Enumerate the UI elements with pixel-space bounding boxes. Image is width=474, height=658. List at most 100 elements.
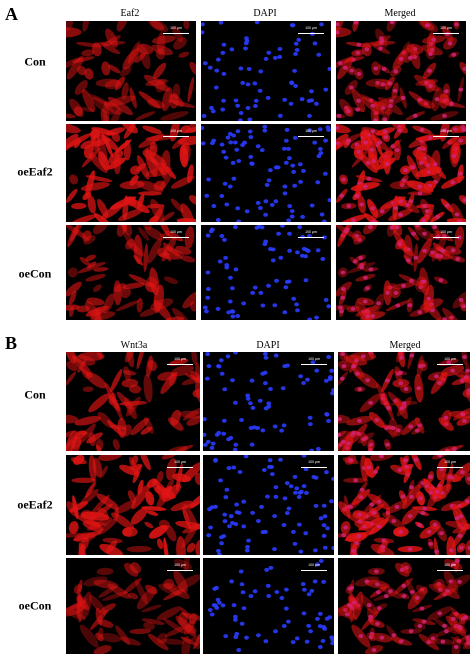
scale-bar-line bbox=[437, 570, 463, 571]
scale-bar-label: 100 μm bbox=[444, 460, 456, 464]
scale-bar: 100 μm bbox=[163, 230, 189, 238]
fluorescence-texture bbox=[66, 225, 196, 320]
fluorescence-texture bbox=[201, 124, 331, 222]
scale-bar: 100 μm bbox=[163, 26, 189, 34]
fluorescence-texture bbox=[338, 558, 470, 654]
micrograph-merged-oecon-b: 100 μm bbox=[338, 558, 470, 654]
micrograph-wnt3a-oecon: 100 μm bbox=[66, 558, 200, 654]
micrograph-merged-oeeaf2-b: 100 μm bbox=[338, 455, 470, 555]
scale-bar-line bbox=[301, 467, 327, 468]
scale-bar: 100 μm bbox=[437, 460, 463, 468]
scale-bar-label: 100 μm bbox=[174, 357, 186, 361]
row-label-oeeaf2-a: oeEaf2 bbox=[17, 164, 53, 179]
scale-bar-label: 100 μm bbox=[305, 129, 317, 133]
scale-bar: 100 μm bbox=[301, 357, 327, 365]
scale-bar-label: 100 μm bbox=[308, 563, 320, 567]
row-label-con-b: Con bbox=[24, 387, 46, 402]
scale-bar-label: 100 μm bbox=[444, 563, 456, 567]
fluorescence-texture bbox=[66, 124, 196, 222]
micrograph-wnt3a-con: 100 μm bbox=[66, 352, 200, 451]
fluorescence-texture bbox=[66, 558, 200, 654]
scale-bar-label: 100 μm bbox=[444, 357, 456, 361]
column-header-wnt3a: Wnt3a bbox=[120, 340, 148, 351]
fluorescence-texture bbox=[203, 455, 334, 555]
scale-bar-line bbox=[301, 570, 327, 571]
micrograph-dapi-oecon-b: 100 μm bbox=[203, 558, 334, 654]
scale-bar-label: 100 μm bbox=[174, 460, 186, 464]
scale-bar: 100 μm bbox=[163, 129, 189, 137]
scale-bar: 100 μm bbox=[298, 129, 324, 137]
micrograph-merged-oecon-a: 100 μm bbox=[336, 225, 466, 320]
scale-bar-line bbox=[298, 136, 324, 137]
scale-bar-label: 100 μm bbox=[170, 129, 182, 133]
micrograph-eaf2-oecon: 100 μm bbox=[66, 225, 196, 320]
scale-bar-line bbox=[163, 237, 189, 238]
scale-bar: 100 μm bbox=[167, 563, 193, 571]
scale-bar: 100 μm bbox=[433, 129, 459, 137]
scale-bar-line bbox=[433, 136, 459, 137]
scale-bar-line bbox=[163, 33, 189, 34]
fluorescence-texture bbox=[338, 455, 470, 555]
micrograph-merged-con-a: 100 μm bbox=[336, 21, 466, 121]
scale-bar-line bbox=[437, 467, 463, 468]
column-header-merged-b: Merged bbox=[389, 340, 421, 351]
micrograph-merged-oeeaf2-a: 100 μm bbox=[336, 124, 466, 222]
scale-bar-label: 100 μm bbox=[174, 563, 186, 567]
row-label-con-a: Con bbox=[24, 54, 46, 69]
fluorescence-texture bbox=[66, 352, 200, 451]
scale-bar-line bbox=[298, 33, 324, 34]
scale-bar-label: 100 μm bbox=[440, 230, 452, 234]
micrograph-dapi-con-a: 100 μm bbox=[201, 21, 331, 121]
scale-bar-line bbox=[301, 364, 327, 365]
fluorescence-texture bbox=[201, 225, 331, 320]
panel-letter-b: B bbox=[5, 333, 18, 353]
column-header-dapi-a: DAPI bbox=[253, 8, 277, 19]
fluorescence-texture bbox=[336, 21, 466, 121]
scale-bar: 100 μm bbox=[433, 26, 459, 34]
micrograph-dapi-oeeaf2-b: 100 μm bbox=[203, 455, 334, 555]
scale-bar-line bbox=[167, 570, 193, 571]
micrograph-wnt3a-oeeaf2: 100 μm bbox=[66, 455, 200, 555]
fluorescence-texture bbox=[201, 21, 331, 121]
scale-bar-label: 100 μm bbox=[440, 26, 452, 30]
scale-bar-label: 100 μm bbox=[305, 230, 317, 234]
scale-bar-line bbox=[163, 136, 189, 137]
scale-bar: 100 μm bbox=[167, 357, 193, 365]
scale-bar-line bbox=[167, 467, 193, 468]
micrograph-eaf2-oeeaf2: 100 μm bbox=[66, 124, 196, 222]
scale-bar: 100 μm bbox=[301, 460, 327, 468]
row-label-oecon-a: oeCon bbox=[18, 266, 52, 281]
scale-bar-line bbox=[433, 33, 459, 34]
scale-bar-label: 100 μm bbox=[308, 460, 320, 464]
scale-bar: 100 μm bbox=[298, 26, 324, 34]
scale-bar-label: 100 μm bbox=[170, 26, 182, 30]
fluorescence-texture bbox=[338, 352, 470, 451]
column-header-merged-a: Merged bbox=[384, 8, 416, 19]
fluorescence-texture bbox=[66, 455, 200, 555]
scale-bar: 100 μm bbox=[433, 230, 459, 238]
scale-bar-line bbox=[298, 237, 324, 238]
micrograph-dapi-oecon-a: 100 μm bbox=[201, 225, 331, 320]
scale-bar: 100 μm bbox=[437, 357, 463, 365]
scale-bar: 100 μm bbox=[167, 460, 193, 468]
fluorescence-texture bbox=[66, 21, 196, 121]
fluorescence-texture bbox=[336, 225, 466, 320]
micrograph-dapi-con-b: 100 μm bbox=[203, 352, 334, 451]
panel-letter-a: A bbox=[5, 4, 18, 24]
scale-bar-line bbox=[167, 364, 193, 365]
micrograph-merged-con-b: 100 μm bbox=[338, 352, 470, 451]
micrograph-dapi-oeeaf2-a: 100 μm bbox=[201, 124, 331, 222]
scale-bar: 100 μm bbox=[301, 563, 327, 571]
column-header-dapi-b: DAPI bbox=[256, 340, 280, 351]
scale-bar-line bbox=[433, 237, 459, 238]
column-header-eaf2: Eaf2 bbox=[120, 8, 140, 19]
scale-bar-label: 100 μm bbox=[305, 26, 317, 30]
scale-bar-label: 100 μm bbox=[440, 129, 452, 133]
fluorescence-texture bbox=[203, 558, 334, 654]
scale-bar: 100 μm bbox=[298, 230, 324, 238]
fluorescence-texture bbox=[203, 352, 334, 451]
row-label-oeeaf2-b: oeEaf2 bbox=[17, 497, 53, 512]
micrograph-eaf2-con: 100 μm bbox=[66, 21, 196, 121]
scale-bar-label: 100 μm bbox=[308, 357, 320, 361]
scale-bar-label: 100 μm bbox=[170, 230, 182, 234]
